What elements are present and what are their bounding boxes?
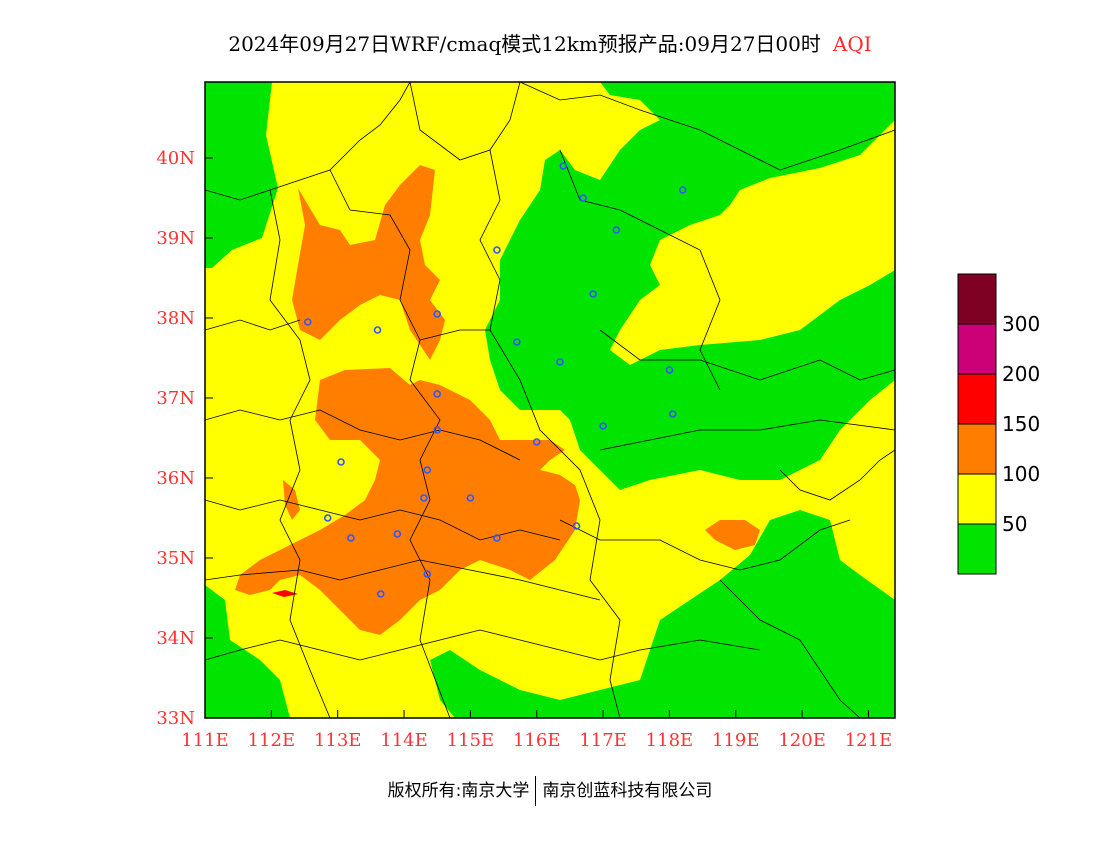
lon-tick-label: 115E (447, 730, 495, 751)
station-marker (337, 458, 345, 466)
legend-swatch (957, 473, 997, 525)
station-marker (493, 246, 501, 254)
station-marker (433, 310, 442, 318)
station-marker (466, 494, 475, 502)
map-fields (205, 82, 895, 718)
lon-tick-label: 118E (646, 730, 694, 751)
legend-label: 300 (1002, 312, 1040, 336)
lat-tick-label: 38N (156, 308, 195, 329)
station-marker (433, 426, 442, 434)
legend-swatch (957, 323, 997, 375)
admin-boundaries (205, 82, 895, 718)
station-marker (589, 290, 597, 298)
station-marker (513, 338, 521, 346)
legend-label: 200 (1002, 362, 1040, 386)
aqi-field-usg-spot (283, 480, 300, 520)
aqi-field-usg-central (235, 368, 580, 635)
lon-tick-label: 117E (579, 730, 627, 751)
station-marker (433, 390, 442, 398)
station-marker (304, 318, 312, 326)
station-marker (377, 590, 385, 598)
legend-swatch (957, 523, 997, 575)
aqi-legend: 50 100 150 200 300 (957, 273, 1040, 575)
lat-tick-label: 37N (156, 388, 195, 409)
lon-tick-label: 113E (314, 730, 362, 751)
station-marker (612, 226, 621, 234)
lat-tick-group: 33N 34N 35N 36N 37N 38N 39N 40N (156, 148, 213, 729)
legend-swatch (957, 423, 997, 475)
station-marker (668, 410, 677, 418)
chart-title: 2024年09月27日WRF/cmaq模式12km预报产品:09月27日00时 A… (0, 28, 1100, 57)
lon-tick-label: 112E (248, 730, 296, 751)
legend-label: 150 (1002, 412, 1040, 436)
aqi-field-unhealthy (272, 590, 298, 597)
station-marker (579, 194, 587, 202)
station-marker (559, 162, 568, 170)
station-marker (665, 366, 674, 374)
legend-label: 50 (1002, 512, 1027, 536)
station-marker (393, 530, 402, 538)
station-marker (532, 438, 541, 446)
aqi-field-good-southwest (205, 585, 290, 718)
lat-tick-label: 39N (156, 228, 195, 249)
lat-tick-label: 33N (156, 708, 195, 729)
aqi-field-usg-east (705, 520, 760, 550)
title-main: 2024年09月27日WRF/cmaq模式12km预报产品:09月27日00时 (228, 32, 821, 56)
station-marker (678, 186, 687, 194)
title-variable: AQI (832, 32, 872, 56)
station-marker (347, 534, 355, 542)
lon-tick-label: 116E (513, 730, 561, 751)
lon-tick-label: 119E (712, 730, 760, 751)
aqi-field-good-southeast (430, 510, 895, 718)
aqi-field-good-northeast (485, 82, 895, 490)
lon-tick-label: 114E (380, 730, 428, 751)
station-marker (420, 494, 428, 502)
footer-divider (535, 776, 537, 806)
map-frame (204, 81, 896, 719)
lat-tick-label: 36N (156, 468, 195, 489)
station-marker (556, 358, 564, 366)
lon-tick-label: 111E (181, 730, 229, 751)
footer-left: 版权所有:南京大学 (387, 781, 530, 801)
lon-tick-label: 121E (845, 730, 893, 751)
copyright-footer: 版权所有:南京大学 南京创蓝科技有限公司 (0, 776, 1100, 806)
legend-swatch (957, 373, 997, 425)
aqi-field-usg-north (292, 165, 445, 360)
station-marker (323, 514, 332, 522)
lat-tick-label: 35N (156, 548, 195, 569)
station-marker (423, 570, 432, 578)
legend-label: 100 (1002, 462, 1040, 486)
station-marker (423, 466, 432, 474)
aqi-field-good-west (205, 82, 278, 268)
lon-tick-group: 111E 112E 113E 114E 115E 116E 117E 118E 119E 120E… (181, 710, 892, 751)
footer-right: 南京创蓝科技有限公司 (542, 781, 713, 801)
station-marker (599, 422, 607, 430)
lat-tick-label: 34N (156, 628, 195, 649)
lon-tick-label: 120E (778, 730, 826, 751)
monitoring-stations (304, 162, 687, 598)
lat-tick-label: 40N (156, 148, 195, 169)
station-marker (572, 522, 581, 530)
station-marker (373, 326, 382, 334)
station-marker (493, 534, 501, 542)
legend-swatch (957, 273, 997, 325)
